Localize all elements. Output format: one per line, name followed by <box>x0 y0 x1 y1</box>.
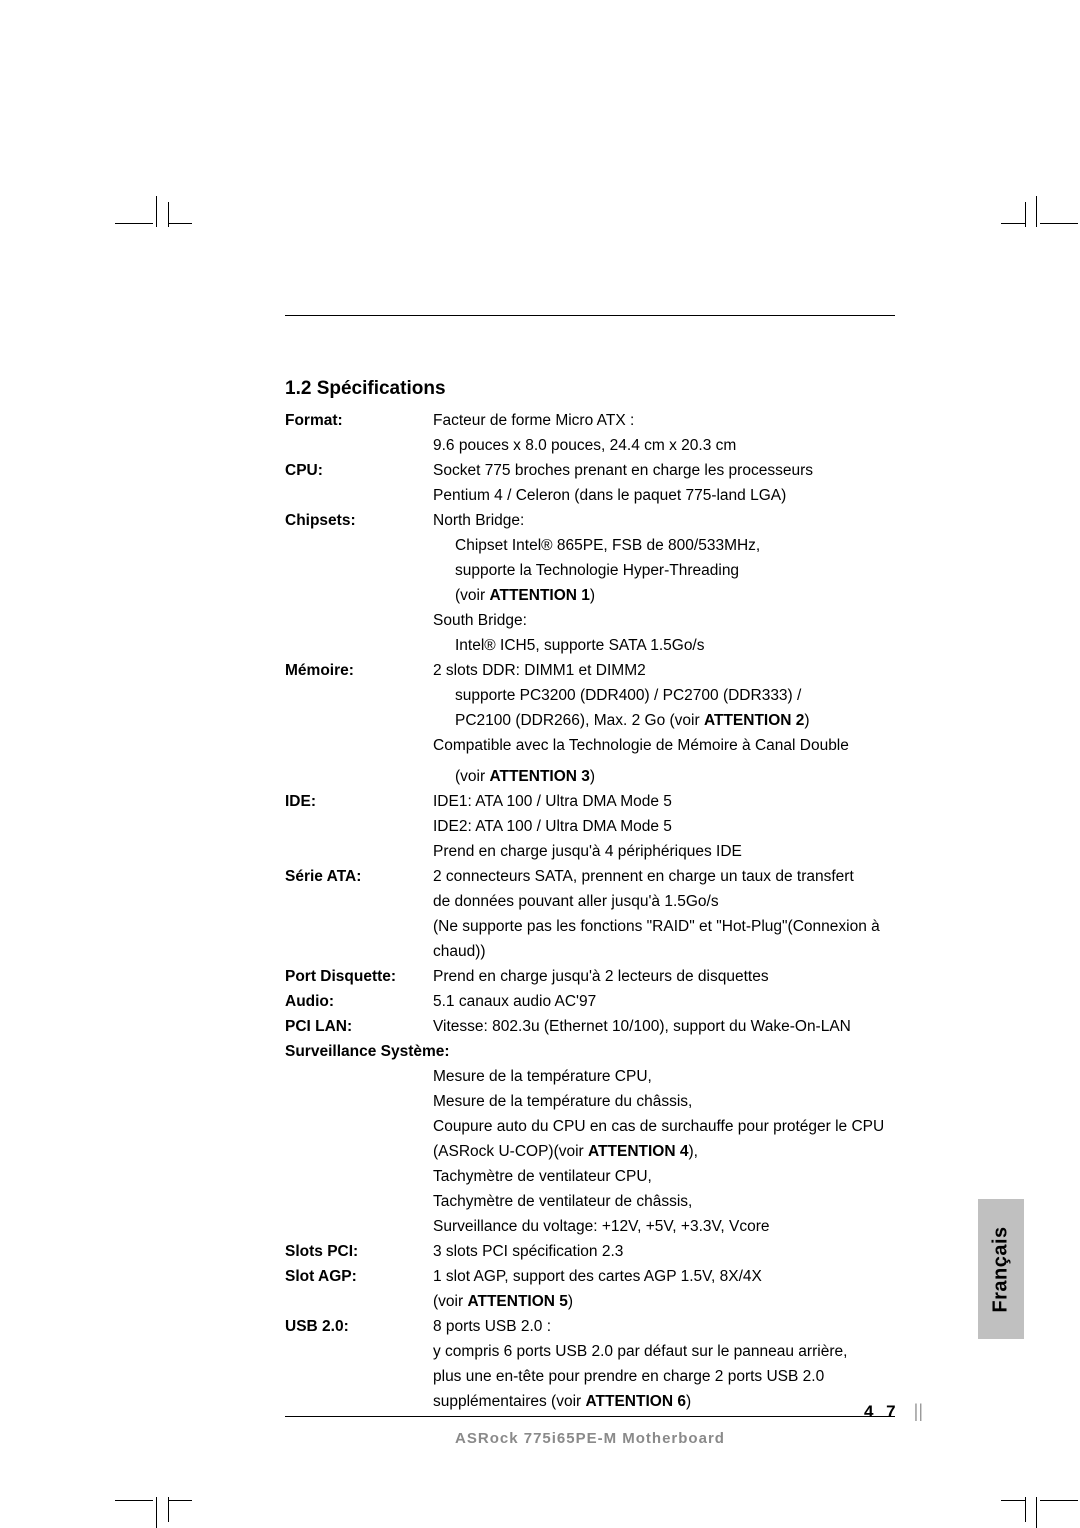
label-slots-pci: Slots PCI: <box>285 1239 433 1264</box>
value-chip-2: Chipset Intel® 865PE, FSB de 800/533MHz, <box>433 533 905 558</box>
value-mem-4: Compatible avec la Technologie de Mémoir… <box>433 733 905 758</box>
page-number: 4 7 <box>864 1402 900 1422</box>
value-cpu-1: Socket 775 broches prenant en charge les… <box>433 458 905 483</box>
label-surveillance: Surveillance Système: <box>285 1039 450 1064</box>
value-surv-4: (ASRock U-COP)(voir ATTENTION 4), <box>433 1139 905 1164</box>
footer-text: ASRock 775i65PE-M Motherboard <box>285 1430 895 1447</box>
value-sata-4: chaud)) <box>433 939 905 964</box>
value-lan-1: Vitesse: 802.3u (Ethernet 10/100), suppo… <box>433 1014 905 1039</box>
crop-mark <box>115 223 153 224</box>
value-sata-1: 2 connecteurs SATA, prennent en charge u… <box>433 864 905 889</box>
value-chip-4: (voir ATTENTION 1) <box>433 583 905 608</box>
top-divider <box>285 315 895 316</box>
crop-mark <box>1001 223 1025 224</box>
value-surv-1: Mesure de la température CPU, <box>433 1064 905 1089</box>
label-usb: USB 2.0: <box>285 1314 433 1339</box>
value-chip-6: Intel® ICH5, supporte SATA 1.5Go/s <box>433 633 905 658</box>
crop-mark <box>1036 196 1037 227</box>
value-pci-1: 3 slots PCI spécification 2.3 <box>433 1239 905 1264</box>
crop-mark <box>1040 223 1078 224</box>
value-surv-5: Tachymètre de ventilateur CPU, <box>433 1164 905 1189</box>
value-usb-1: 8 ports USB 2.0 : <box>433 1314 905 1339</box>
value-surv-2: Mesure de la température du châssis, <box>433 1089 905 1114</box>
value-chip-3: supporte la Technologie Hyper-Threading <box>433 558 905 583</box>
value-mem-5: (voir ATTENTION 3) <box>433 764 905 789</box>
crop-mark <box>1025 1497 1026 1522</box>
bottom-divider <box>285 1416 895 1417</box>
crop-mark <box>168 223 192 224</box>
crop-mark <box>168 1500 192 1501</box>
crop-mark <box>115 1500 153 1501</box>
value-format-2: 9.6 pouces x 8.0 pouces, 24.4 cm x 20.3 … <box>433 433 905 458</box>
value-cpu-2: Pentium 4 / Celeron (dans le paquet 775-… <box>433 483 905 508</box>
label-chipsets: Chipsets: <box>285 508 433 533</box>
value-sata-3: (Ne supporte pas les fonctions "RAID" et… <box>433 914 905 939</box>
crop-mark <box>156 1497 157 1528</box>
section-title: 1.2 Spécifications <box>285 378 446 400</box>
crop-mark <box>168 202 169 227</box>
value-ide-3: Prend en charge jusqu'à 4 périphériques … <box>433 839 905 864</box>
value-chip-1: North Bridge: <box>433 508 905 533</box>
label-port-disquette: Port Disquette: <box>285 964 433 989</box>
crop-mark <box>1040 1500 1078 1501</box>
label-pci-lan: PCI LAN: <box>285 1014 433 1039</box>
language-tab: Français <box>978 1199 1024 1339</box>
label-format: Format: <box>285 408 433 433</box>
value-surv-7: Surveillance du voltage: +12V, +5V, +3.3… <box>433 1214 905 1239</box>
value-ide-1: IDE1: ATA 100 / Ultra DMA Mode 5 <box>433 789 905 814</box>
value-audio-1: 5.1 canaux audio AC'97 <box>433 989 905 1014</box>
value-agp-1: 1 slot AGP, support des cartes AGP 1.5V,… <box>433 1264 905 1289</box>
label-ide: IDE: <box>285 789 433 814</box>
crop-mark <box>168 1497 169 1522</box>
crop-mark <box>1036 1497 1037 1528</box>
value-mem-1: 2 slots DDR: DIMM1 et DIMM2 <box>433 658 905 683</box>
value-ide-2: IDE2: ATA 100 / Ultra DMA Mode 5 <box>433 814 905 839</box>
label-memoire: Mémoire: <box>285 658 433 683</box>
value-surv-6: Tachymètre de ventilateur de châssis, <box>433 1189 905 1214</box>
spec-table: Format: Facteur de forme Micro ATX : 9.6… <box>285 408 905 1414</box>
crop-mark <box>1001 1500 1025 1501</box>
value-mem-3: PC2100 (DDR266), Max. 2 Go (voir ATTENTI… <box>433 708 905 733</box>
language-tab-label: Français <box>990 1226 1013 1312</box>
value-sata-2: de données pouvant aller jusqu'à 1.5Go/s <box>433 889 905 914</box>
value-disq-1: Prend en charge jusqu'à 2 lecteurs de di… <box>433 964 905 989</box>
page-number-box: 4 7 || <box>864 1401 923 1422</box>
value-chip-5: South Bridge: <box>433 608 905 633</box>
value-mem-2: supporte PC3200 (DDR400) / PC2700 (DDR33… <box>433 683 905 708</box>
label-audio: Audio: <box>285 989 433 1014</box>
value-usb-3: plus une en-tête pour prendre en charge … <box>433 1364 905 1389</box>
crop-mark <box>1025 202 1026 227</box>
label-cpu: CPU: <box>285 458 433 483</box>
value-surv-3: Coupure auto du CPU en cas de surchauffe… <box>433 1114 905 1139</box>
parallel-mark-icon: || <box>914 1401 923 1422</box>
label-slot-agp: Slot AGP: <box>285 1264 433 1289</box>
label-serie-ata: Série ATA: <box>285 864 433 889</box>
value-format-1: Facteur de forme Micro ATX : <box>433 408 905 433</box>
value-usb-2: y compris 6 ports USB 2.0 par défaut sur… <box>433 1339 905 1364</box>
value-usb-4: supplémentaires (voir ATTENTION 6) <box>433 1389 905 1414</box>
crop-mark <box>156 196 157 227</box>
value-agp-2: (voir ATTENTION 5) <box>433 1289 905 1314</box>
